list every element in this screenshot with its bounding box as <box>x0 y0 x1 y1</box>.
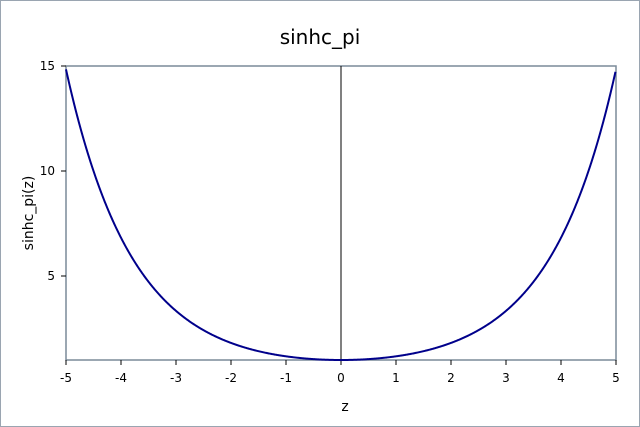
x-tick-label: 4 <box>557 371 565 385</box>
x-tick-label: -2 <box>225 371 237 385</box>
x-tick-label: 2 <box>447 371 455 385</box>
chart-title: sinhc_pi <box>280 25 361 49</box>
x-axis: -5 -4 -3 -2 -1 0 1 2 3 4 5 <box>60 360 620 385</box>
x-tick-label: 5 <box>612 371 620 385</box>
x-tick-label: 3 <box>502 371 510 385</box>
x-tick-label: -3 <box>170 371 182 385</box>
series-line <box>65 69 617 361</box>
y-tick-label: 10 <box>40 164 55 178</box>
x-tick-label: 1 <box>392 371 400 385</box>
y-tick-label: 15 <box>40 59 55 73</box>
y-axis: 5 10 15 <box>40 59 66 283</box>
x-tick-label: -5 <box>60 371 72 385</box>
x-axis-label: z <box>341 399 348 415</box>
y-axis-label: sinhc_pi(z) <box>21 176 37 251</box>
x-tick-label: -4 <box>115 371 127 385</box>
x-tick-label: -1 <box>280 371 292 385</box>
y-tick-label: 5 <box>47 269 55 283</box>
x-tick-label: 0 <box>337 371 345 385</box>
